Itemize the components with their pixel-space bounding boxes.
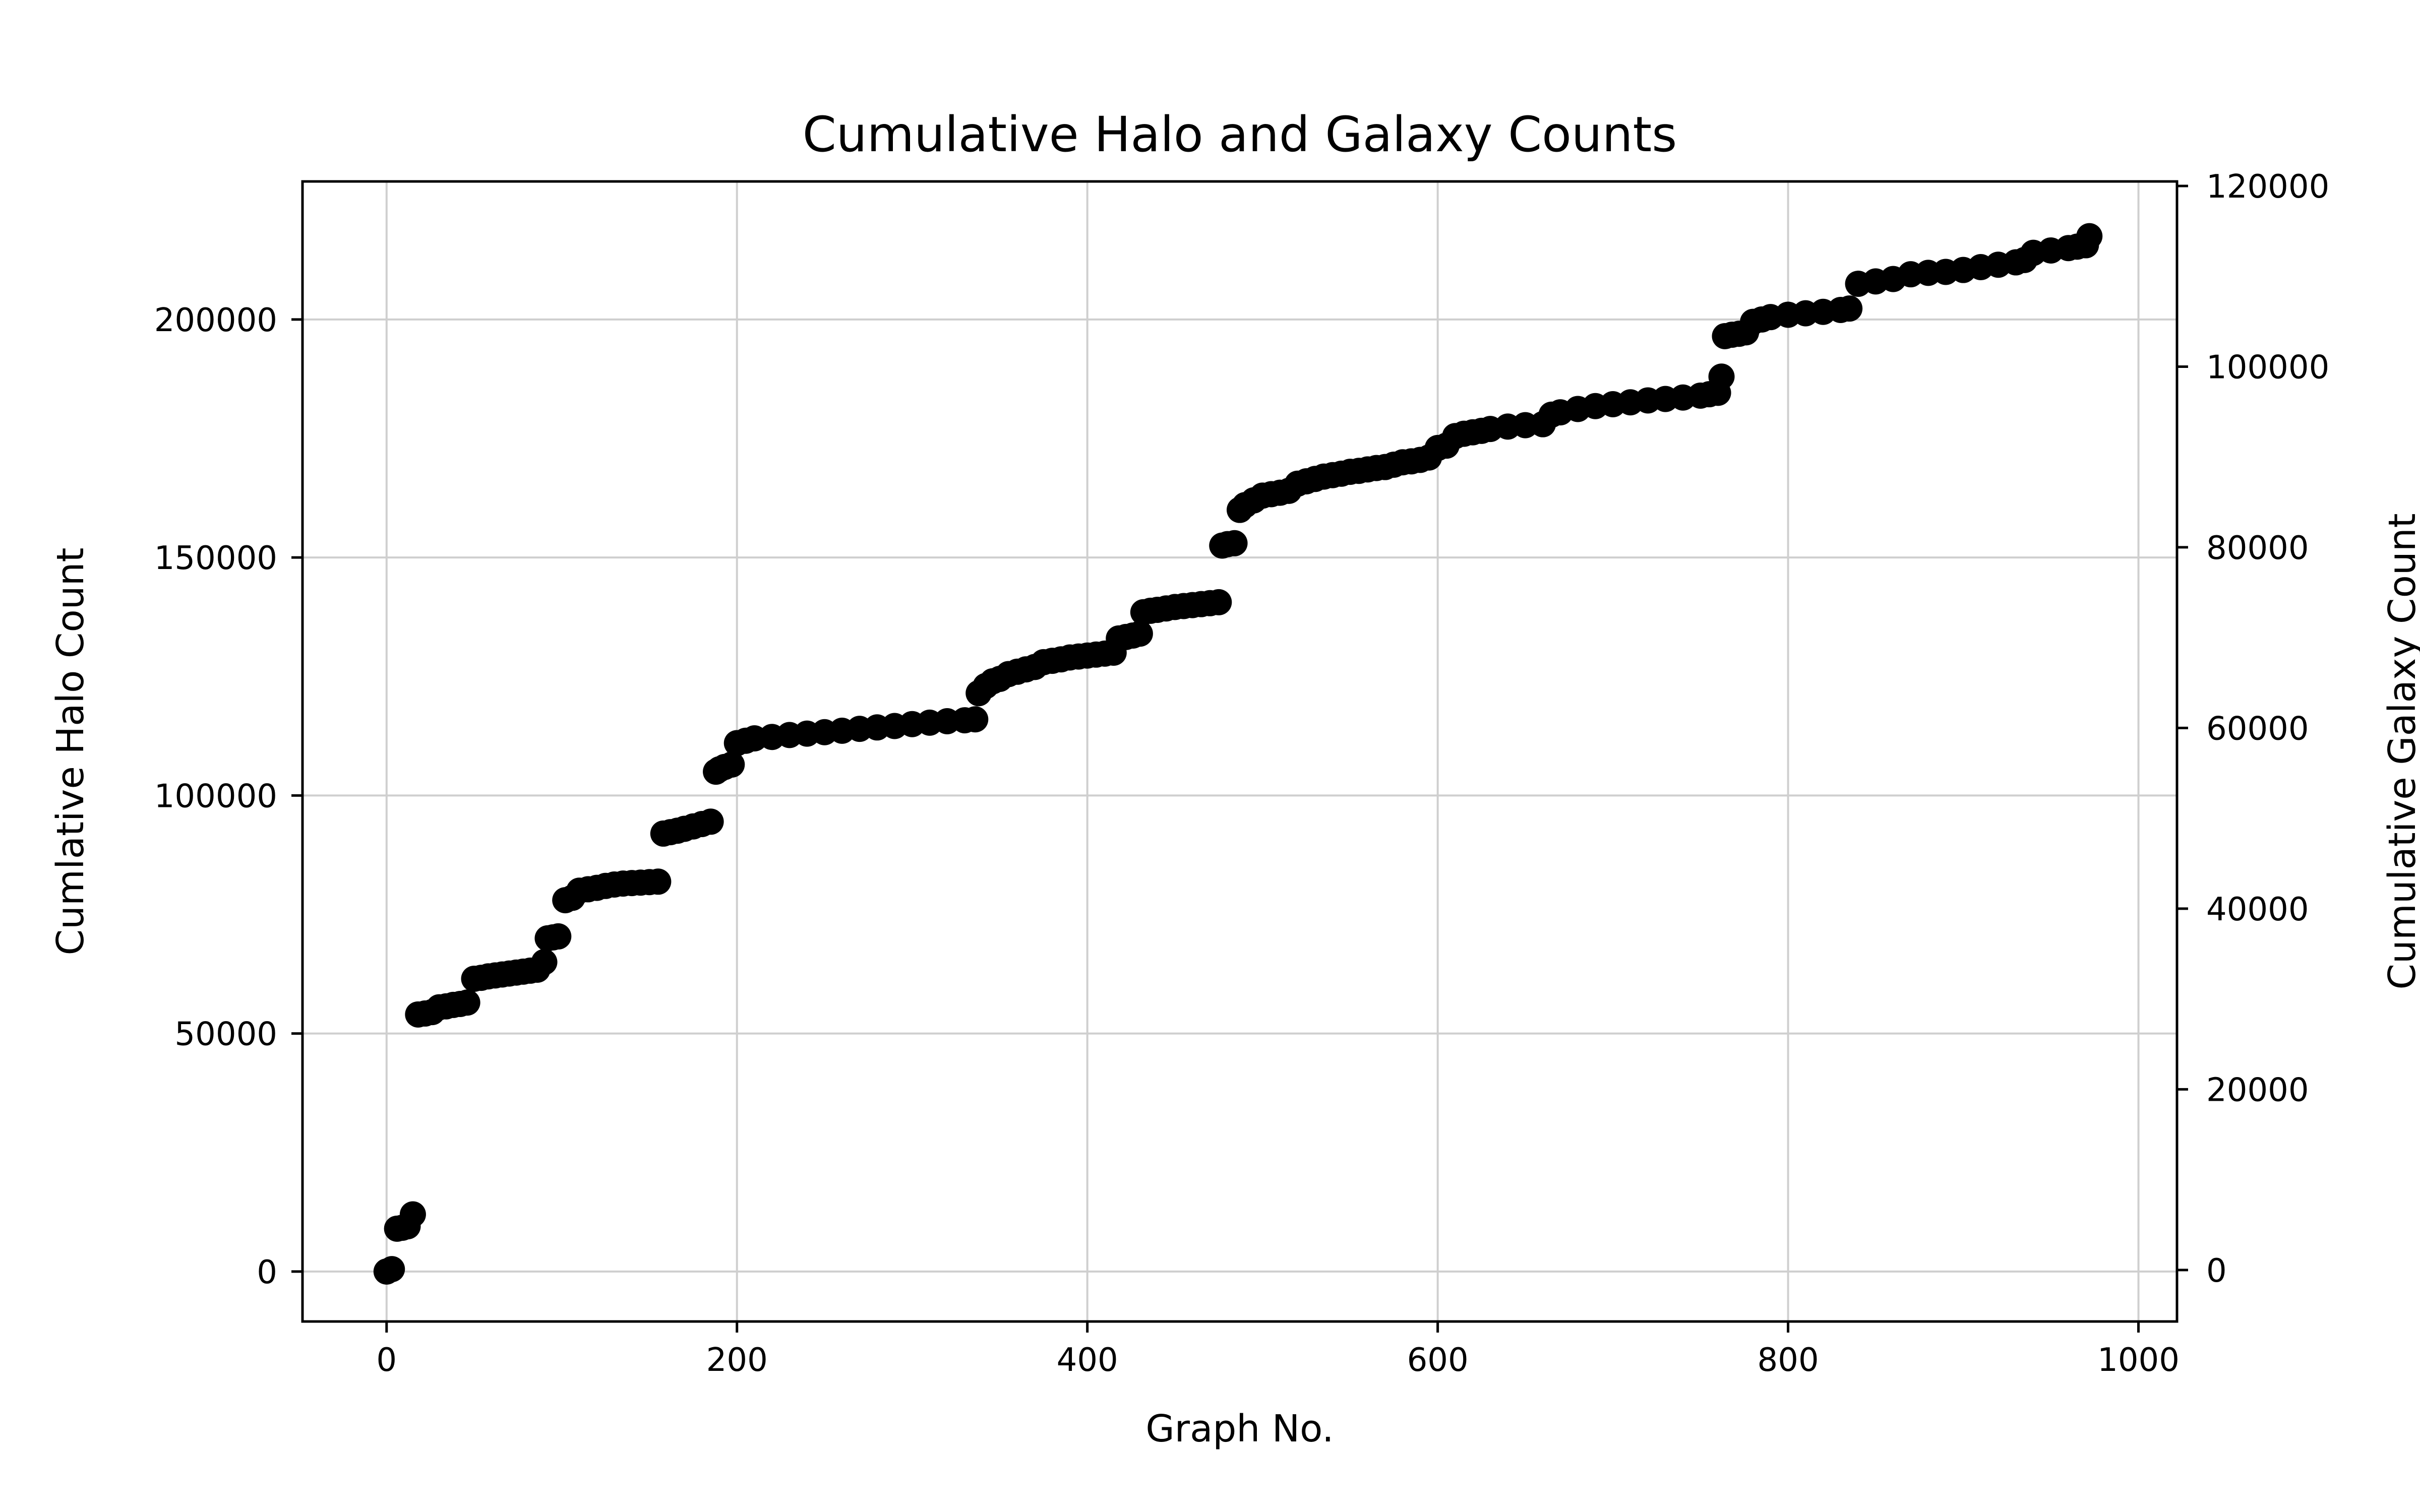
y-tick-label-right: 40000 [2206,891,2309,928]
data-point [1221,530,1248,556]
y-tick-label-right: 0 [2206,1252,2227,1290]
data-point [697,808,724,835]
data-point [2076,223,2103,249]
data-point [718,751,745,778]
y-tick-label-left: 200000 [154,302,277,339]
x-tick-label: 800 [1758,1342,1819,1379]
y-axis-label-right: Cumulative Galaxy Count [2381,513,2420,989]
data-point [531,949,558,975]
y-tick-label-left: 0 [257,1254,277,1291]
x-axis-label: Graph No. [1145,1407,1334,1451]
y-tick-label-right: 20000 [2206,1072,2309,1109]
data-point [399,1201,426,1228]
y-tick-label-right: 100000 [2206,349,2329,386]
x-tick-label: 0 [376,1342,397,1379]
grid-lines [302,181,2177,1321]
plot-frame [301,180,2179,1323]
data-point [1836,295,1863,322]
y-tick-label-right: 80000 [2206,530,2309,567]
y-tick-label-left: 100000 [154,778,277,815]
data-points [373,223,2103,1285]
data-point [1205,589,1232,615]
x-tick-label: 200 [706,1342,768,1379]
x-tick-label: 600 [1407,1342,1469,1379]
x-tick-label: 400 [1057,1342,1118,1379]
data-point [645,868,672,895]
y-tick-label-left: 50000 [174,1016,277,1053]
data-point [545,923,572,950]
y-tick-label-left: 150000 [154,540,277,577]
data-point [962,706,989,733]
y-tick-label-right: 120000 [2206,168,2329,206]
y-axis-label-left: Cumlative Halo Count [49,547,92,955]
axis-ticks: 0 200 400 600 800 1000 0 50000 100000 150000 20000… [154,168,2330,1379]
chart-title: Cumulative Halo and Galaxy Counts [803,106,1677,163]
data-point [1708,363,1735,390]
data-point [454,989,480,1016]
data-point [379,1256,405,1283]
data-point [1126,620,1153,647]
x-tick-label: 1000 [2097,1342,2180,1379]
y-tick-label-right: 60000 [2206,710,2309,747]
